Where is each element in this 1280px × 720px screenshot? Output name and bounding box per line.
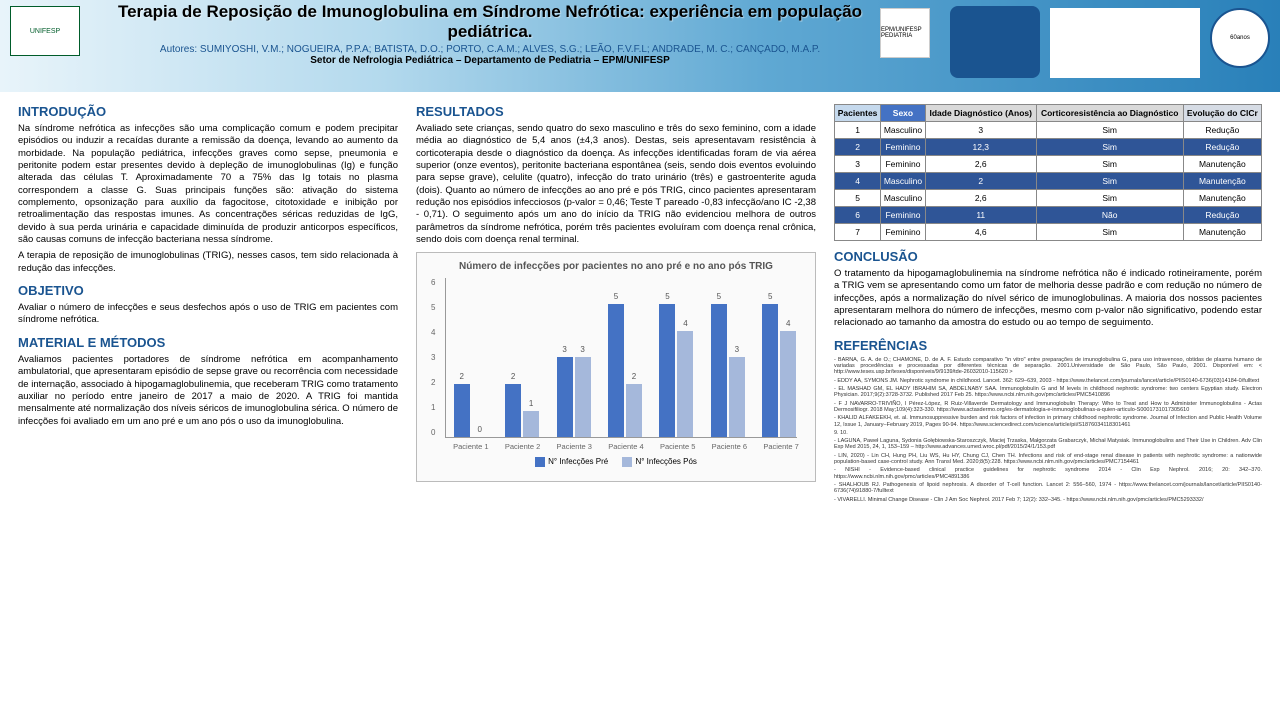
legend-pos: N° Infecções Pós: [622, 457, 696, 467]
logo-congress-icon: [950, 6, 1040, 78]
patients-table: PacientesSexoIdade Diagnóstico (Anos)Cor…: [834, 104, 1262, 241]
methods-heading: MATERIAL E MÉTODOS: [18, 335, 398, 350]
header: UNIFESP Terapia de Reposição de Imunoglo…: [0, 0, 1280, 92]
x-axis-labels: Paciente 1Paciente 2Paciente 3Paciente 4…: [445, 442, 807, 451]
title-block: Terapia de Reposição de Imunoglobulina e…: [100, 2, 880, 66]
references-text: - BARNA, G. A. de O.; CHAMONE, D. de A. …: [834, 357, 1262, 503]
logo-epm: EPM/UNIFESP PEDIATRIA: [880, 8, 930, 58]
department: Setor de Nefrologia Pediátrica – Departa…: [100, 55, 880, 66]
logo-60anos: 60anos: [1210, 8, 1270, 68]
legend-pre: N° Infecções Pré: [535, 457, 608, 467]
chart-title: Número de infecções por pacientes no ano…: [425, 261, 807, 272]
intro-text-2: A terapia de reposição de imunoglobulina…: [18, 250, 398, 275]
results-heading: RESULTADOS: [416, 104, 816, 119]
column-right: PacientesSexoIdade Diagnóstico (Anos)Cor…: [834, 104, 1262, 708]
chart-legend: N° Infecções Pré N° Infecções Pós: [425, 457, 807, 467]
results-text: Avaliado sete crianças, sendo quatro do …: [416, 123, 816, 246]
authors: Autores: SUMIYOSHI, V.M.; NOGUEIRA, P.P.…: [100, 44, 880, 55]
intro-heading: INTRODUÇÃO: [18, 104, 398, 119]
logo-congress-text: [1050, 8, 1200, 78]
references-heading: REFERÊNCIAS: [834, 338, 1262, 353]
content: INTRODUÇÃO Na síndrome nefrótica as infe…: [0, 92, 1280, 720]
conclusion-text: O tratamento da hipogamaglobulinemia na …: [834, 268, 1262, 330]
infections-chart: Número de infecções por pacientes no ano…: [416, 252, 816, 482]
chart-area: 0123456 20213352545354: [445, 278, 797, 438]
column-left: INTRODUÇÃO Na síndrome nefrótica as infe…: [18, 104, 398, 708]
objective-heading: OBJETIVO: [18, 283, 398, 298]
objective-text: Avaliar o número de infecções e seus des…: [18, 302, 398, 327]
logo-unifesp: UNIFESP: [10, 6, 80, 56]
poster-title: Terapia de Reposição de Imunoglobulina e…: [100, 2, 880, 41]
column-middle: RESULTADOS Avaliado sete crianças, sendo…: [416, 104, 816, 708]
conclusion-heading: CONCLUSÃO: [834, 249, 1262, 264]
intro-text-1: Na síndrome nefrótica as infecções são u…: [18, 123, 398, 246]
y-axis: 0123456: [431, 278, 435, 437]
methods-text: Avaliamos pacientes portadores de síndro…: [18, 354, 398, 428]
